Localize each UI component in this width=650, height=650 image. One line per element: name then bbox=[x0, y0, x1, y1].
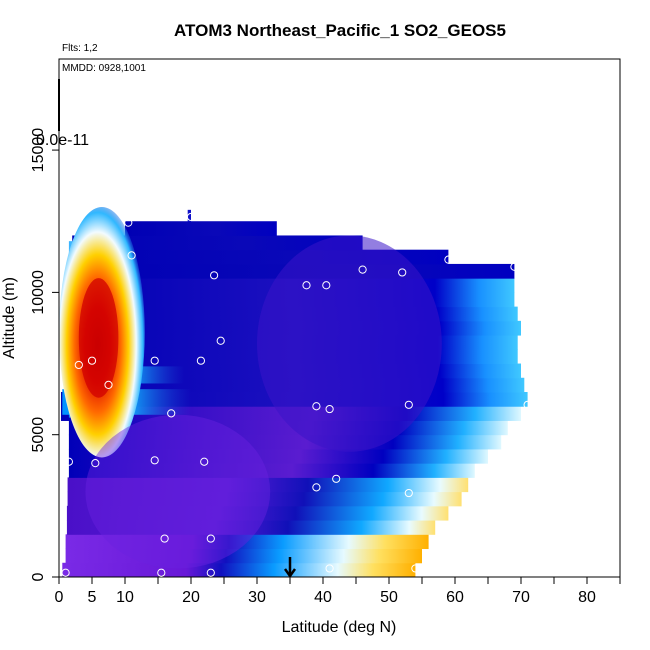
heatmap-band bbox=[67, 491, 462, 507]
heatmap-band bbox=[66, 520, 436, 535]
observation-point bbox=[523, 400, 532, 409]
observation-point bbox=[312, 402, 321, 411]
x-tick-label: 0 bbox=[55, 589, 64, 606]
x-axis-title: Latitude (deg N) bbox=[282, 619, 397, 636]
x-tick-label: 40 bbox=[314, 589, 332, 606]
latitude-marker-arrow bbox=[283, 557, 297, 579]
observation-point bbox=[157, 568, 166, 577]
observation-point bbox=[444, 255, 453, 264]
heatmap-band bbox=[68, 448, 489, 464]
x-tick-label: 20 bbox=[182, 589, 200, 606]
heatmap-band bbox=[65, 534, 429, 550]
x-tick-label: 80 bbox=[578, 589, 596, 606]
flights-annotation: Flts: 1,2 bbox=[62, 43, 98, 54]
x-tick-label: 50 bbox=[380, 589, 398, 606]
observation-point bbox=[64, 457, 74, 466]
observation-point bbox=[196, 356, 205, 365]
observation-point bbox=[206, 568, 215, 577]
observation-point bbox=[186, 212, 196, 222]
observation-point bbox=[322, 281, 331, 290]
heatmap-field bbox=[59, 207, 528, 577]
so2-plume-core bbox=[78, 278, 119, 398]
chart-title: ATOM3 Northeast_Pacific_1 SO2_GEOS5 bbox=[174, 21, 506, 40]
observation-point bbox=[160, 534, 169, 543]
heatmap-band bbox=[125, 221, 277, 236]
heatmap-band bbox=[68, 463, 475, 478]
y-tick-label: 0 bbox=[30, 572, 47, 581]
heatmap-band bbox=[72, 235, 363, 251]
x-tick-label: 10 bbox=[116, 589, 134, 606]
observation-point bbox=[510, 262, 519, 271]
observation-point bbox=[312, 483, 321, 492]
observation-point bbox=[87, 356, 97, 365]
observation-point bbox=[404, 400, 413, 409]
observation-point bbox=[200, 457, 209, 466]
y-tick-label: 5000 bbox=[30, 417, 47, 453]
observation-point bbox=[216, 336, 225, 345]
x-tick-label: 5 bbox=[88, 589, 97, 606]
y-axis-title: Altitude (m) bbox=[1, 277, 18, 359]
observation-point bbox=[74, 360, 83, 370]
observation-point bbox=[404, 488, 413, 498]
observation-point bbox=[302, 281, 311, 290]
heatmap-band bbox=[65, 548, 422, 564]
observation-point bbox=[91, 459, 100, 468]
heatmap-band bbox=[66, 505, 449, 521]
observation-point bbox=[61, 568, 70, 577]
y-tick-label: 15000 bbox=[30, 128, 47, 173]
observation-point bbox=[411, 564, 420, 573]
x-tick-label: 30 bbox=[248, 589, 266, 606]
marker-head bbox=[283, 568, 297, 579]
scale-label: 0.0e-11 bbox=[36, 132, 89, 149]
observation-point bbox=[167, 409, 176, 418]
dates-annotation: MMDD: 0928,1001 bbox=[62, 63, 146, 74]
observation-point bbox=[124, 218, 133, 227]
observation-point bbox=[206, 534, 215, 543]
observation-point bbox=[127, 251, 136, 260]
observation-point bbox=[398, 268, 407, 277]
heatmap-band bbox=[187, 209, 191, 222]
observation-point bbox=[325, 404, 334, 414]
observation-point bbox=[150, 456, 159, 465]
observation-point bbox=[332, 474, 341, 483]
observation-point bbox=[325, 564, 334, 573]
observation-points bbox=[61, 212, 532, 577]
y-tick-label: 10000 bbox=[30, 270, 47, 315]
heatmap-band bbox=[67, 477, 469, 493]
axes: 0 5 10 20 30 40 50 60 70 80 0 5000 10000 15000 bbox=[30, 58, 621, 606]
heatmap-band bbox=[257, 235, 442, 452]
observation-point bbox=[104, 380, 113, 389]
observation-point bbox=[210, 271, 219, 280]
observation-point bbox=[150, 356, 159, 365]
x-tick-label: 70 bbox=[512, 589, 530, 606]
plot-frame bbox=[58, 58, 621, 578]
observation-point bbox=[358, 265, 367, 274]
x-tick-label: 60 bbox=[446, 589, 464, 606]
heatmap-band bbox=[85, 414, 271, 569]
heatmap-band bbox=[62, 562, 416, 577]
